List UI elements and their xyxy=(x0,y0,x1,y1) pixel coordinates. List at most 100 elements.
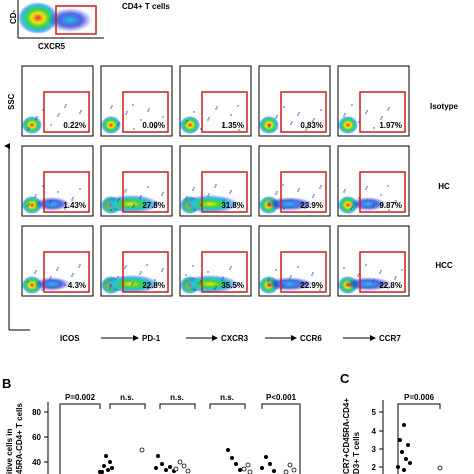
positive-population xyxy=(350,197,386,211)
flow-plot-hc-ccr6: 23.9% xyxy=(258,145,331,217)
event-dot xyxy=(313,118,315,120)
flow-plot-hc-pd1: 27.8% xyxy=(100,145,173,217)
event-dot xyxy=(132,282,134,284)
event-dot xyxy=(365,188,367,190)
event-dot xyxy=(161,270,163,272)
gate-percentage: 1.97% xyxy=(379,121,402,130)
marker-label-cxcr3: CXCR3 xyxy=(221,334,249,343)
event-dot xyxy=(79,112,81,114)
event-dot xyxy=(380,270,382,272)
event-dot xyxy=(312,272,314,274)
data-point-filled xyxy=(402,468,406,472)
event-dot xyxy=(275,117,277,119)
event-dot xyxy=(162,192,164,194)
event-dot xyxy=(283,284,285,286)
row-label-hcc: HCC xyxy=(435,261,453,270)
gate-rectangle xyxy=(280,251,327,293)
positive-population xyxy=(34,277,70,291)
event-dot xyxy=(58,113,60,115)
data-point-filled xyxy=(230,456,234,460)
positive-population xyxy=(265,197,313,211)
event-dot xyxy=(65,104,67,106)
event-dot xyxy=(185,274,187,276)
gate-percentage: 22.9% xyxy=(300,281,323,290)
event-dot xyxy=(79,264,81,266)
event-dot xyxy=(64,208,66,210)
event-dot xyxy=(223,199,225,201)
event-dot xyxy=(208,193,210,195)
gate-rectangle xyxy=(280,171,327,213)
event-dot xyxy=(290,199,292,201)
event-dot xyxy=(78,266,80,268)
data-point-filled xyxy=(100,470,104,474)
arrow-head-icon xyxy=(133,335,139,341)
event-dot xyxy=(269,124,271,126)
event-dot xyxy=(276,191,278,193)
top-x-axis-label: CXCR5 xyxy=(38,42,66,51)
arrow-head-icon xyxy=(212,335,218,341)
gate-percentage: 22.8% xyxy=(379,281,402,290)
event-dot xyxy=(124,267,126,269)
event-dot xyxy=(192,189,194,191)
event-dot xyxy=(110,209,112,211)
stat-label: P<0.001 xyxy=(266,393,297,402)
event-dot xyxy=(49,202,51,204)
event-dot xyxy=(34,272,36,274)
negative-population xyxy=(338,116,358,134)
event-dot xyxy=(118,122,120,124)
gate-percentage: 0.22% xyxy=(63,121,86,130)
event-dot xyxy=(27,205,29,207)
event-dot xyxy=(283,208,285,210)
data-point-filled xyxy=(106,468,110,472)
event-dot xyxy=(388,209,390,211)
panel-c-tick-label: 2 xyxy=(372,463,377,472)
event-dot xyxy=(147,288,149,290)
event-dot xyxy=(117,200,119,202)
negative-population xyxy=(180,116,200,134)
flow-plot-hc-cxcr3: 31.8% xyxy=(179,145,252,217)
data-point-filled xyxy=(226,448,230,452)
panel-b-y-label-2: 45RA-CD4+ T cells xyxy=(15,403,24,474)
flow-plot-isotype-ccr6: 0.83% xyxy=(258,65,331,137)
event-dot xyxy=(320,185,322,187)
gate-percentage: 1.43% xyxy=(63,201,86,210)
data-point-open xyxy=(287,462,293,468)
event-dot xyxy=(343,115,345,117)
data-point-open xyxy=(181,463,187,469)
data-point-open xyxy=(177,459,183,465)
event-dot xyxy=(282,286,284,288)
gate-rectangle xyxy=(359,91,406,133)
event-dot xyxy=(388,107,390,109)
panel-c-tick-label: 5 xyxy=(372,408,377,417)
event-dot xyxy=(207,271,209,273)
event-dot xyxy=(140,271,142,273)
marker-label-icos: ICOS xyxy=(60,334,80,343)
event-dot xyxy=(306,127,308,129)
data-point-filled xyxy=(268,462,272,466)
event-dot xyxy=(215,108,217,110)
data-point-filled xyxy=(404,457,408,461)
event-dot xyxy=(222,201,224,203)
event-dot xyxy=(27,129,29,131)
event-dot xyxy=(193,111,195,113)
event-dot xyxy=(291,121,293,123)
event-dot xyxy=(185,122,187,124)
event-dot xyxy=(147,110,149,112)
event-dot xyxy=(304,207,306,209)
event-dot xyxy=(154,203,156,205)
event-dot xyxy=(373,127,375,129)
event-dot xyxy=(222,277,224,279)
event-dot xyxy=(222,125,224,127)
event-dot xyxy=(110,107,112,109)
event-dot xyxy=(72,197,74,199)
gate-rectangle xyxy=(43,251,90,293)
positive-population xyxy=(103,275,159,293)
event-dot xyxy=(379,272,381,274)
stat-label: n.s. xyxy=(120,393,134,402)
event-dot xyxy=(237,105,239,107)
row-label-hc: HC xyxy=(438,182,450,191)
top-population-tail xyxy=(48,8,92,32)
event-dot xyxy=(229,268,231,270)
gate-rectangle xyxy=(280,91,327,133)
arrow-head-icon xyxy=(370,335,376,341)
